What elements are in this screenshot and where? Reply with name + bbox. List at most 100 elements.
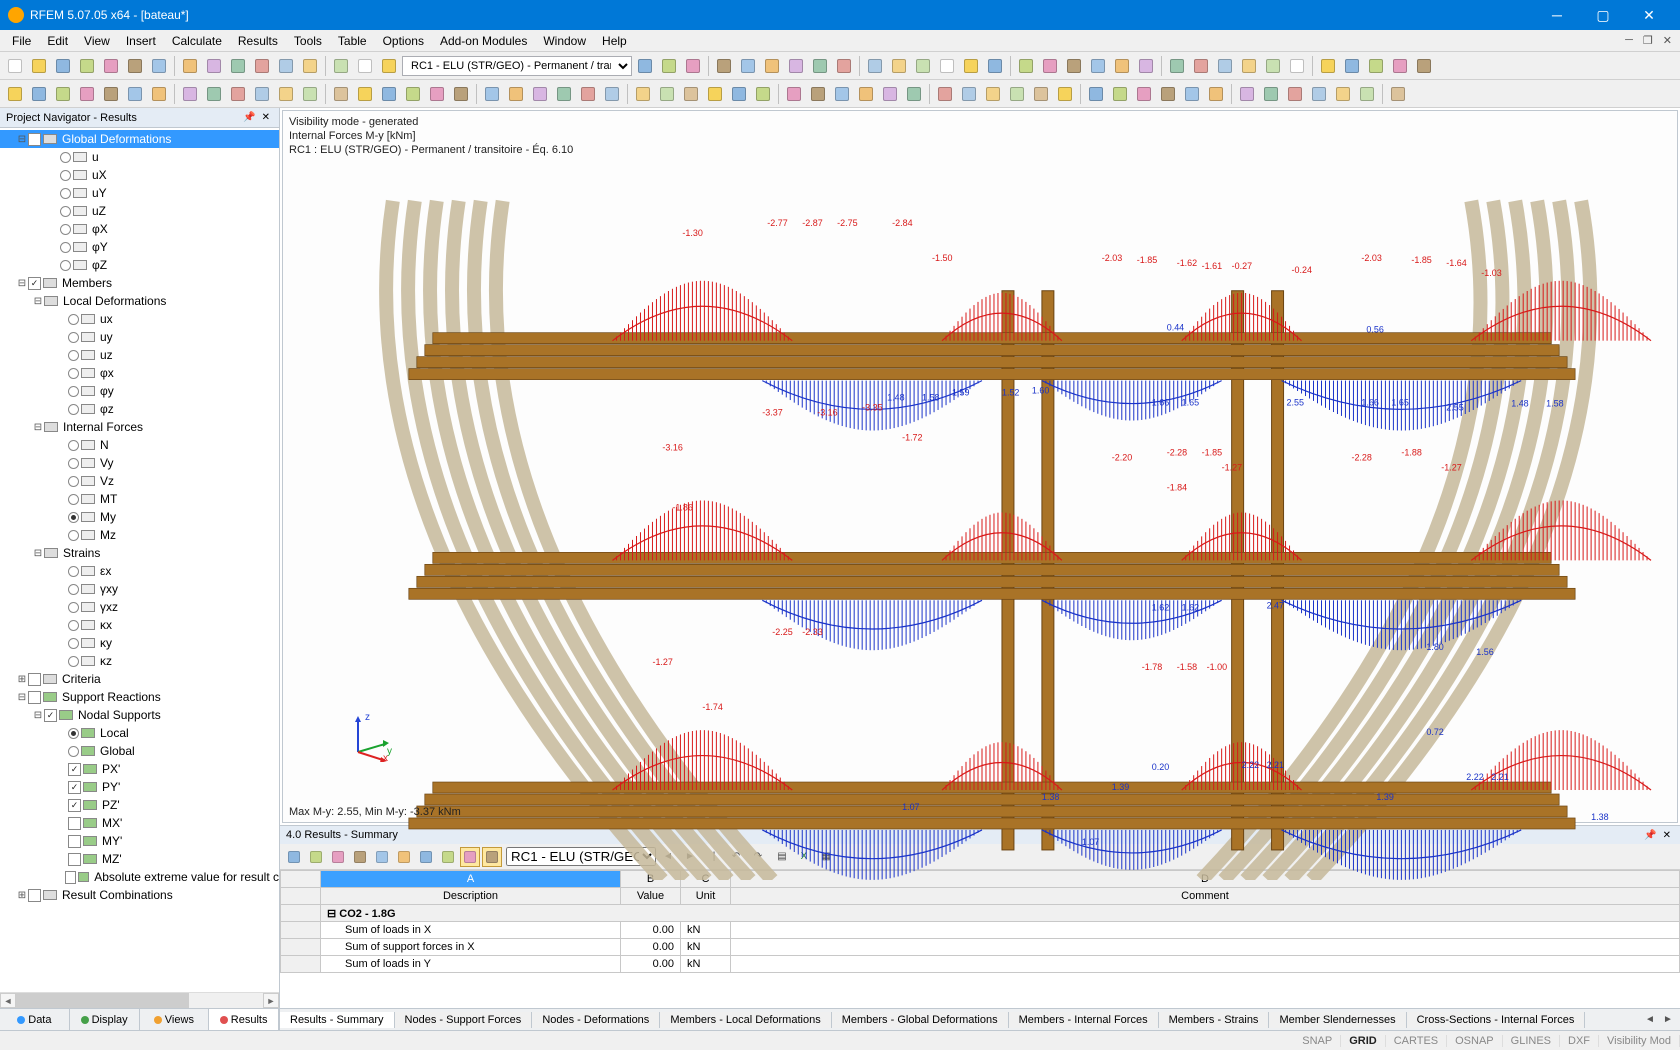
- toolbar-button[interactable]: [728, 83, 750, 105]
- toolbar-button[interactable]: [76, 55, 98, 77]
- toolbar-button[interactable]: [1284, 83, 1306, 105]
- toolbar-button[interactable]: [481, 83, 503, 105]
- toolbar-combo[interactable]: RC1 - ELU (STR/GEO) - Permanent / trar: [402, 56, 632, 76]
- status-indicator[interactable]: OSNAP: [1447, 1035, 1503, 1047]
- tree-criteria[interactable]: ⊞Criteria: [0, 670, 279, 688]
- toolbar-button[interactable]: [577, 83, 599, 105]
- tree-item[interactable]: Vy: [0, 454, 279, 472]
- toolbar-button[interactable]: [1054, 83, 1076, 105]
- toolbar-button[interactable]: [1109, 83, 1131, 105]
- radio[interactable]: [68, 458, 79, 469]
- tree-local-deformations[interactable]: ⊟Local Deformations: [0, 292, 279, 310]
- results-tab[interactable]: Members - Global Deformations: [832, 1012, 1009, 1028]
- hscroll-right[interactable]: ►: [263, 993, 279, 1008]
- toolbar-button[interactable]: [1413, 55, 1435, 77]
- checkbox[interactable]: ✓: [44, 709, 57, 722]
- toolbar-button[interactable]: [903, 83, 925, 105]
- mdi-close[interactable]: ✕: [1659, 34, 1676, 47]
- tree-item[interactable]: φY: [0, 238, 279, 256]
- radio[interactable]: [68, 368, 79, 379]
- tree-item[interactable]: MX': [0, 814, 279, 832]
- tree-item[interactable]: Absolute extreme value for result c: [0, 868, 279, 886]
- hscroll-thumb[interactable]: [16, 993, 189, 1008]
- radio[interactable]: [60, 242, 71, 253]
- minimize-button[interactable]: ─: [1534, 0, 1580, 30]
- checkbox[interactable]: [68, 817, 81, 830]
- toolbar-button[interactable]: [601, 83, 623, 105]
- radio[interactable]: [68, 350, 79, 361]
- tree-item[interactable]: ux: [0, 310, 279, 328]
- menu-addon[interactable]: Add-on Modules: [432, 32, 535, 50]
- toolbar-button[interactable]: [203, 55, 225, 77]
- close-button[interactable]: ✕: [1626, 0, 1672, 30]
- tree-item[interactable]: Mz: [0, 526, 279, 544]
- toolbar-button[interactable]: [330, 55, 352, 77]
- toolbar-button[interactable]: [251, 55, 273, 77]
- toolbar-button[interactable]: [299, 83, 321, 105]
- tree-item[interactable]: MZ': [0, 850, 279, 868]
- menu-calculate[interactable]: Calculate: [164, 32, 230, 50]
- menu-insert[interactable]: Insert: [118, 32, 164, 50]
- tree-item[interactable]: MT: [0, 490, 279, 508]
- radio[interactable]: [68, 512, 79, 523]
- radio[interactable]: [68, 440, 79, 451]
- toolbar-button[interactable]: [1317, 55, 1339, 77]
- toolbar-button[interactable]: [1085, 83, 1107, 105]
- menu-edit[interactable]: Edit: [39, 32, 76, 50]
- toolbar-button[interactable]: [76, 83, 98, 105]
- toolbar-button[interactable]: [879, 83, 901, 105]
- tree-item[interactable]: κx: [0, 616, 279, 634]
- toolbar-button[interactable]: [1181, 83, 1203, 105]
- toolbar-button[interactable]: [330, 83, 352, 105]
- toolbar-button[interactable]: [1214, 55, 1236, 77]
- toolbar-button[interactable]: [855, 83, 877, 105]
- radio[interactable]: [60, 170, 71, 181]
- tree-item[interactable]: ✓PX': [0, 760, 279, 778]
- radio[interactable]: [68, 602, 79, 613]
- status-indicator[interactable]: DXF: [1560, 1035, 1599, 1047]
- nav-tab-results[interactable]: Results: [209, 1009, 279, 1030]
- toolbar-button[interactable]: [1262, 55, 1284, 77]
- toolbar-button[interactable]: [100, 83, 122, 105]
- tree-item[interactable]: φy: [0, 382, 279, 400]
- toolbar-button[interactable]: [28, 83, 50, 105]
- results-tab[interactable]: Cross-Sections - Internal Forces: [1407, 1012, 1586, 1028]
- tree-item[interactable]: γxz: [0, 598, 279, 616]
- radio[interactable]: [60, 260, 71, 271]
- toolbar-button[interactable]: [833, 55, 855, 77]
- mdi-restore[interactable]: ❐: [1639, 34, 1657, 47]
- toolbar-button[interactable]: [1308, 83, 1330, 105]
- navigator-pin-icon[interactable]: 📌: [240, 112, 258, 123]
- toolbar-button[interactable]: [378, 55, 400, 77]
- menu-help[interactable]: Help: [594, 32, 635, 50]
- radio[interactable]: [60, 224, 71, 235]
- tabs-scroll-left[interactable]: ◄: [1642, 1014, 1658, 1025]
- checkbox[interactable]: ✓: [28, 277, 41, 290]
- radio[interactable]: [68, 530, 79, 541]
- toolbar-button[interactable]: [354, 83, 376, 105]
- radio[interactable]: [60, 206, 71, 217]
- toolbar-button[interactable]: [984, 55, 1006, 77]
- toolbar-button[interactable]: [426, 83, 448, 105]
- tree-item[interactable]: uY: [0, 184, 279, 202]
- tree-members[interactable]: ⊟✓Members: [0, 274, 279, 292]
- toolbar-button[interactable]: [1063, 55, 1085, 77]
- results-tab[interactable]: Nodes - Support Forces: [395, 1012, 533, 1028]
- tree-item[interactable]: My: [0, 508, 279, 526]
- toolbar-button[interactable]: [888, 55, 910, 77]
- tree-result-combinations[interactable]: ⊞Result Combinations: [0, 886, 279, 904]
- tree-item[interactable]: κz: [0, 652, 279, 670]
- checkbox[interactable]: [65, 871, 76, 884]
- tree-item[interactable]: φx: [0, 364, 279, 382]
- menu-results[interactable]: Results: [230, 32, 286, 50]
- radio[interactable]: [68, 386, 79, 397]
- tree-item[interactable]: uZ: [0, 202, 279, 220]
- nav-tab-data[interactable]: Data: [0, 1009, 70, 1030]
- status-indicator[interactable]: GRID: [1341, 1035, 1386, 1047]
- navigator-hscroll[interactable]: ◄ ►: [0, 992, 279, 1008]
- toolbar-button[interactable]: [1039, 55, 1061, 77]
- toolbar-button[interactable]: [783, 83, 805, 105]
- hscroll-track[interactable]: [16, 993, 263, 1008]
- menu-view[interactable]: View: [76, 32, 118, 50]
- toolbar-button[interactable]: [737, 55, 759, 77]
